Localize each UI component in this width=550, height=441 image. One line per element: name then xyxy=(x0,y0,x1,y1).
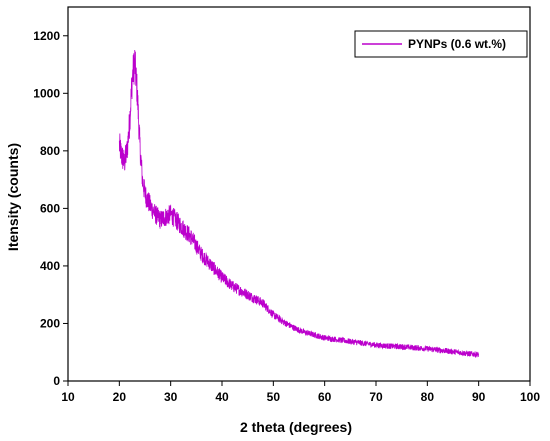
x-tick-label: 30 xyxy=(164,390,178,404)
y-tick-label: 400 xyxy=(40,259,60,273)
y-tick-label: 800 xyxy=(40,144,60,158)
series-lines xyxy=(118,49,480,359)
y-tick-label: 1000 xyxy=(33,86,60,100)
x-tick-label: 40 xyxy=(215,390,229,404)
y-axis-title: Itensity (counts) xyxy=(5,143,21,251)
x-tick-label: 20 xyxy=(113,390,127,404)
x-tick-label: 50 xyxy=(267,390,281,404)
legend-label: PYNPs (0.6 wt.%) xyxy=(408,37,506,51)
x-tick-label: 90 xyxy=(472,390,486,404)
series-line-0 xyxy=(118,49,480,359)
y-tick-label: 1200 xyxy=(33,29,60,43)
y-axis-ticks: 0 200 400 600 800 1000 1200 xyxy=(33,29,68,388)
x-axis-ticks: 10 20 30 40 50 60 70 80 90 100 xyxy=(61,381,540,404)
x-tick-label: 70 xyxy=(369,390,383,404)
plot-border xyxy=(67,6,531,382)
legend: PYNPs (0.6 wt.%) xyxy=(354,30,528,58)
x-tick-label: 10 xyxy=(61,390,75,404)
plot-frame xyxy=(67,6,531,382)
x-axis-title: 2 theta (degrees) xyxy=(240,419,352,435)
x-tick-label: 60 xyxy=(318,390,332,404)
x-tick-label: 80 xyxy=(421,390,435,404)
y-tick-label: 0 xyxy=(53,374,60,388)
y-tick-label: 200 xyxy=(40,316,60,330)
x-tick-label: 100 xyxy=(520,390,540,404)
y-tick-label: 600 xyxy=(40,201,60,215)
